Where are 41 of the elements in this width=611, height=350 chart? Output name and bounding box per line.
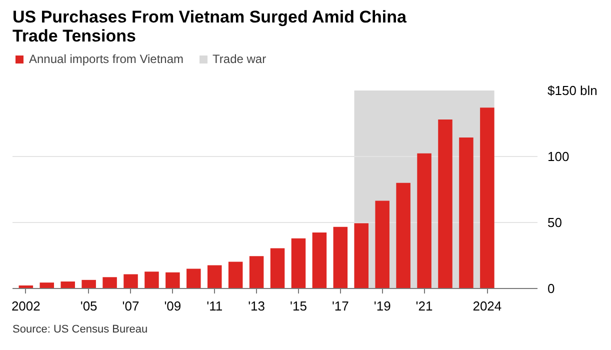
bar	[40, 282, 54, 288]
bar	[249, 256, 264, 288]
bar	[60, 282, 75, 288]
x-tick-label: '11	[206, 298, 223, 314]
x-tick-label: '07	[122, 298, 140, 314]
bar	[82, 280, 96, 288]
x-tick-label: '17	[332, 298, 349, 314]
bar	[312, 232, 327, 288]
y-tick-label: $150 bln	[548, 83, 598, 98]
x-tick-label: '19	[374, 298, 391, 314]
bar	[144, 272, 159, 288]
y-tick-label: 50	[548, 215, 562, 230]
bar	[396, 182, 410, 288]
bar	[207, 265, 222, 288]
bar	[459, 137, 474, 288]
x-tick-label: '05	[80, 298, 98, 314]
y-tick-label: 0	[548, 281, 555, 296]
bar	[417, 153, 432, 288]
chart-title: US Purchases From Vietnam Surged Amid China Trade Tensions	[12, 8, 407, 46]
bar	[480, 108, 494, 288]
source-note: Source: US Census Bureau	[12, 324, 148, 336]
legend-label: Trade war	[212, 52, 266, 66]
legend-label: Annual imports from Vietnam	[29, 52, 184, 66]
bar	[291, 238, 306, 288]
bar	[333, 226, 348, 288]
x-tick-label: '15	[290, 298, 307, 314]
x-tick-label: 2002	[11, 298, 40, 314]
y-tick-label: 100	[548, 149, 570, 164]
bar	[354, 223, 369, 288]
x-tick-label: '13	[248, 298, 266, 314]
x-tick-label: 2024	[472, 298, 502, 314]
x-tick-label: '21	[416, 298, 433, 314]
bar	[186, 268, 201, 288]
bar	[228, 262, 243, 288]
bar	[270, 248, 285, 288]
bar	[438, 120, 452, 288]
bar	[166, 272, 180, 288]
bar	[375, 200, 390, 288]
bar	[124, 274, 138, 288]
bar	[102, 277, 117, 288]
x-tick-label: '09	[164, 298, 182, 314]
